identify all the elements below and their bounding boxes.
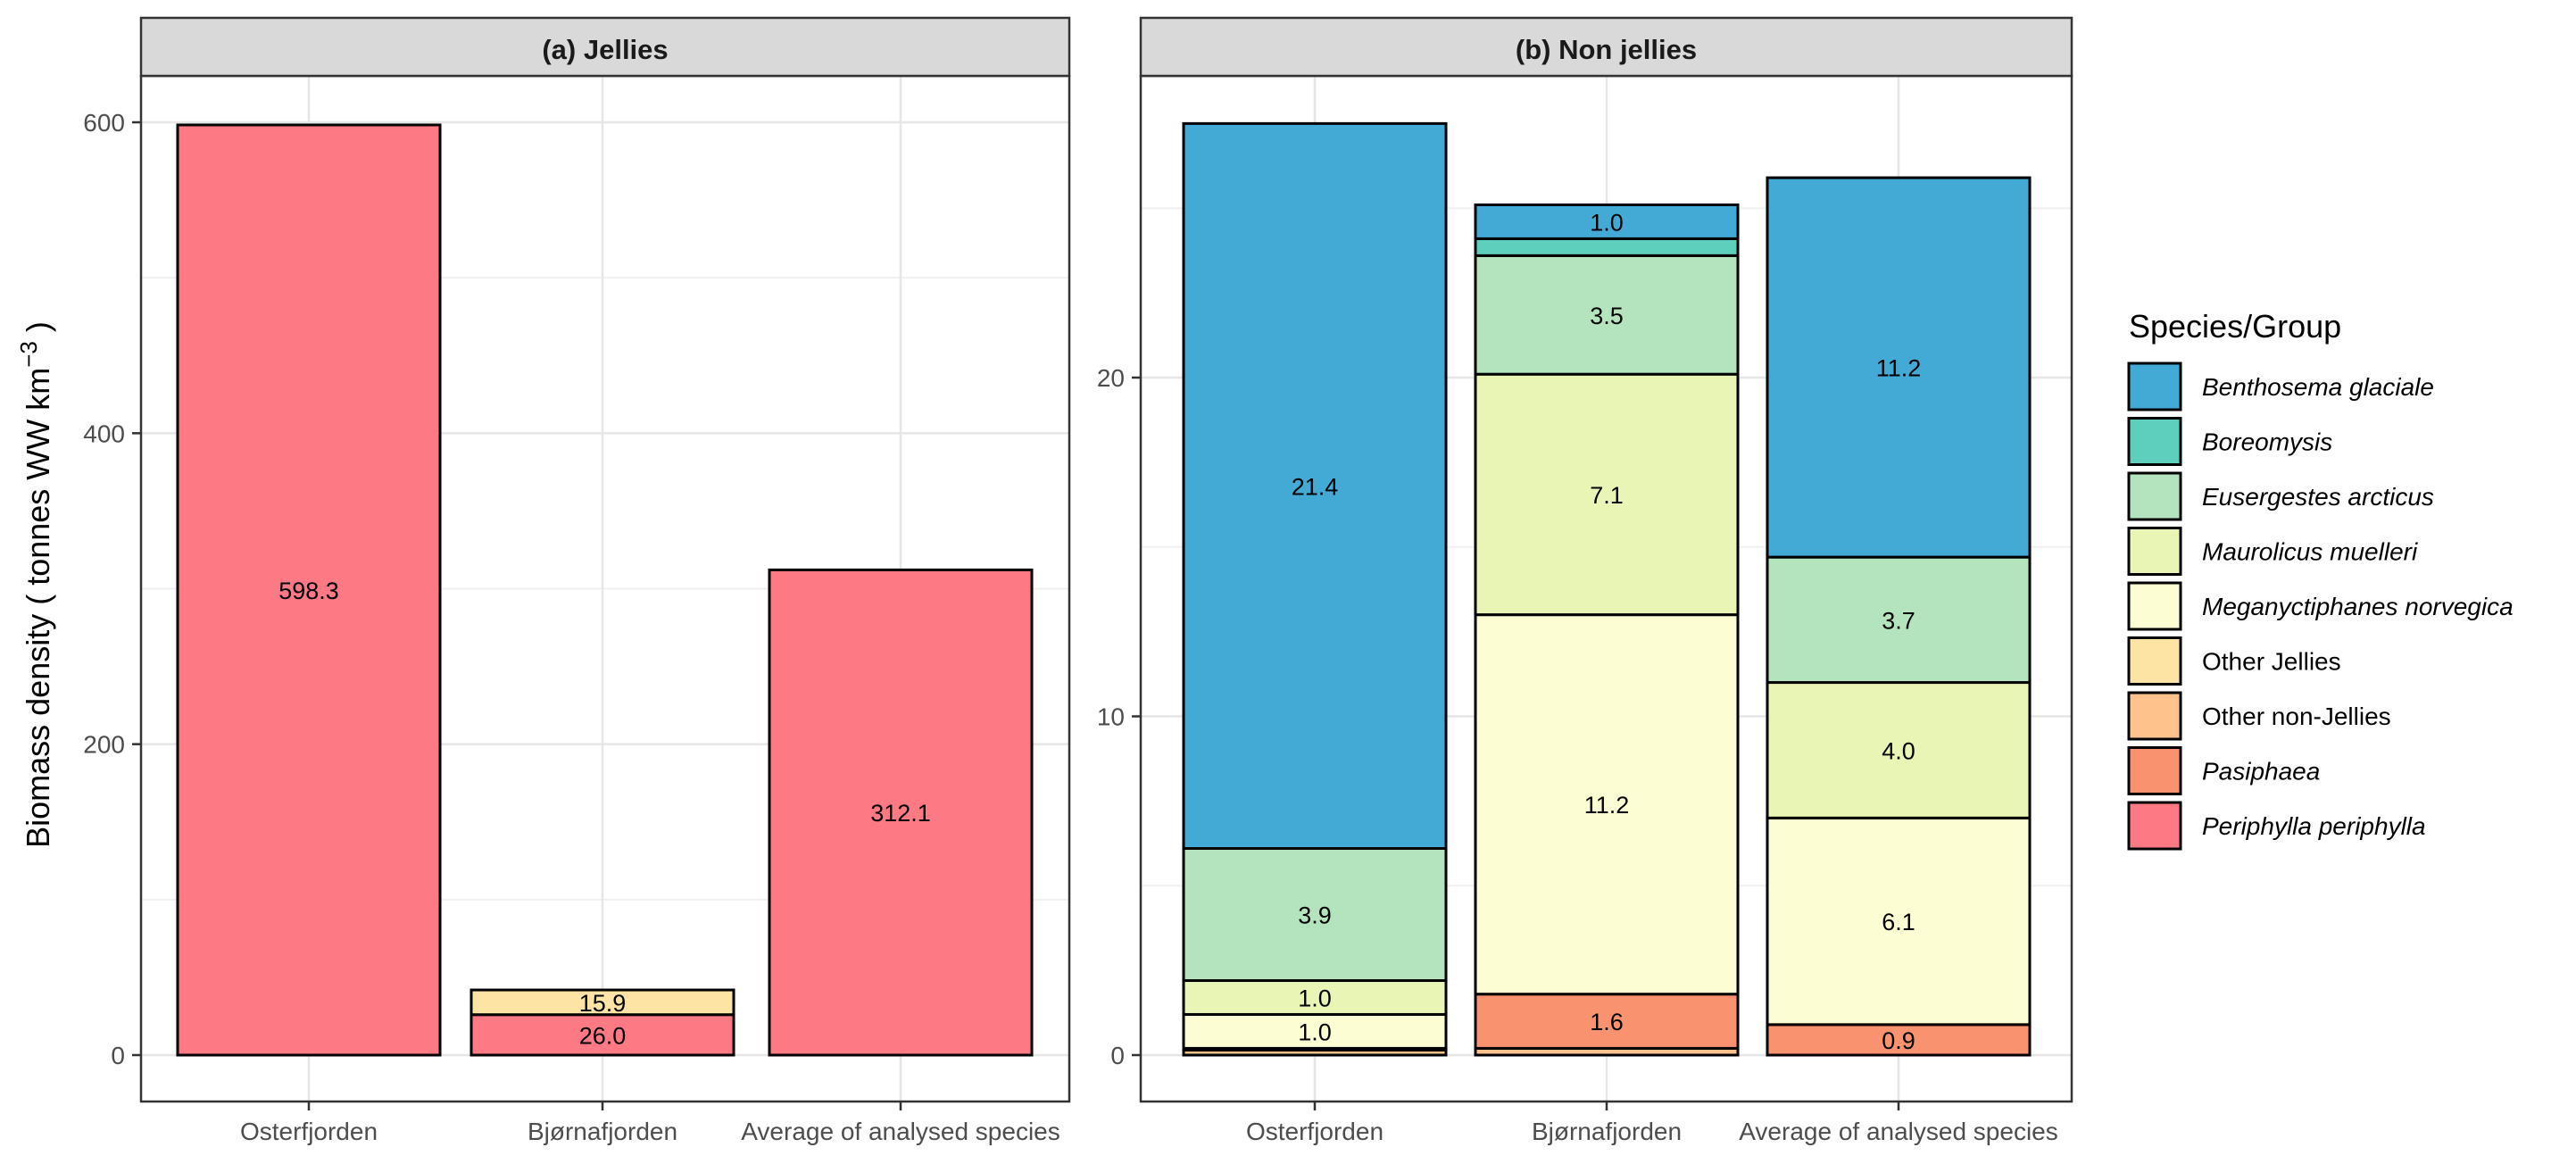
legend-label-boreomysis: Boreomysis <box>2202 428 2332 456</box>
legend-key-benthosema-glaciale <box>2127 362 2182 412</box>
bar-1-1-boreomysis <box>1474 237 1740 257</box>
panel-1-xtick-label-0: Osterfjorden <box>1246 1118 1384 1145</box>
bar-1-0-maurolicus-muelleri <box>1182 979 1448 1016</box>
y-axis-title-main: Biomass density ( tonnes WW km <box>20 368 56 848</box>
legend-key-periphylla-periphylla <box>2127 801 2182 851</box>
data-label-1-2-4: 3.7 <box>1882 607 1915 634</box>
bar-0-0-periphylla-periphylla <box>176 123 442 1057</box>
bar-1-0-benthosema-glaciale <box>1182 121 1448 851</box>
bar-1-1-benthosema-glaciale <box>1474 203 1740 240</box>
bar-1-0-eusergestes-arcticus <box>1182 847 1448 983</box>
bar-1-2-meganyctiphanes-norvegica <box>1766 816 2032 1027</box>
panel-0-title: (a) Jellies <box>542 34 668 65</box>
legend-label-maurolicus-muelleri: Maurolicus muelleri <box>2202 538 2418 566</box>
data-label-0-1-1: 15.9 <box>579 990 627 1017</box>
panel-1-strip <box>1139 16 2073 78</box>
legend-label-benthosema-glaciale: Benthosema glaciale <box>2202 373 2434 401</box>
data-label-0-1-0: 26.0 <box>579 1022 627 1049</box>
data-label-0-0-0: 598.3 <box>278 578 339 604</box>
data-label-1-1-1: 1.6 <box>1590 1009 1624 1035</box>
legend-label-eusergestes-arcticus: Eusergestes arcticus <box>2202 483 2434 511</box>
legend-key-eusergestes-arcticus <box>2127 471 2182 521</box>
legend-key-other-non-jellies <box>2127 691 2182 741</box>
y-axis-title: Biomass density ( tonnes WW km−3 ) <box>15 321 56 848</box>
panel-1-title: (b) Non jellies <box>1516 34 1697 65</box>
legend-key-maurolicus-muelleri <box>2127 527 2182 576</box>
panel-1-xtick-label-1: Bjørnafjorden <box>1532 1118 1682 1145</box>
bar-0-1-other-jellies <box>469 988 735 1017</box>
data-label-1-2-6: 11.2 <box>1876 355 1922 382</box>
legend-label-other-jellies: Other Jellies <box>2202 648 2341 676</box>
data-label-1-0-4: 3.9 <box>1298 902 1332 929</box>
bar-1-2-maurolicus-muelleri <box>1766 681 2032 819</box>
bar-0-2-periphylla-periphylla <box>768 568 1034 1057</box>
y-axis-title-superscript: −3 <box>15 341 42 368</box>
legend-key-other-jellies <box>2127 636 2182 686</box>
panel-1-ytick-label-1: 10 <box>1097 703 1125 731</box>
data-label-1-0-2: 1.0 <box>1298 1018 1332 1045</box>
legend-key-pasiphaea <box>2127 746 2182 795</box>
data-label-1-2-3: 4.0 <box>1882 737 1915 764</box>
bar-1-1-pasiphaea <box>1474 993 1740 1050</box>
data-label-1-0-6: 21.4 <box>1292 473 1339 500</box>
panel-0-strip <box>139 16 1071 78</box>
y-axis-title-close: ) <box>20 321 56 341</box>
bar-1-1-meganyctiphanes-norvegica <box>1474 613 1740 996</box>
data-label-0-2-0: 312.1 <box>870 800 931 827</box>
legend-label-other-non-jellies: Other non-Jellies <box>2202 703 2391 730</box>
data-label-1-2-2: 6.1 <box>1882 909 1915 935</box>
panel-0-ytick-label-2: 400 <box>83 420 125 447</box>
panel-1-ytick-label-0: 0 <box>1110 1042 1125 1069</box>
data-label-1-1-4: 3.5 <box>1590 303 1624 329</box>
legend-title: Species/Group <box>2129 308 2341 345</box>
panel-0-ytick-label-1: 200 <box>83 731 125 759</box>
bar-1-2-benthosema-glaciale <box>1766 176 2032 559</box>
panel-0-xtick-label-0: Osterfjorden <box>240 1118 378 1145</box>
panel-0-xtick-label-1: Bjørnafjorden <box>528 1118 677 1145</box>
legend-label-meganyctiphanes-norvegica: Meganyctiphanes norvegica <box>2202 593 2514 620</box>
data-label-1-1-2: 11.2 <box>1584 792 1630 819</box>
panel-1-xtick-label-2: Average of analysed species <box>1739 1118 2058 1145</box>
panel-0-ytick-label-0: 0 <box>111 1042 125 1069</box>
data-label-1-1-6: 1.0 <box>1590 209 1624 236</box>
panel-0-ytick-label-3: 600 <box>83 109 125 137</box>
bar-1-1-maurolicus-muelleri <box>1474 372 1740 617</box>
bar-1-0-meganyctiphanes-norvegica <box>1182 1012 1448 1050</box>
data-label-1-1-3: 7.1 <box>1590 482 1624 509</box>
legend-label-periphylla-periphylla: Periphylla periphylla <box>2202 812 2426 840</box>
legend-key-boreomysis <box>2127 417 2182 466</box>
bar-1-2-eusergestes-arcticus <box>1766 555 2032 685</box>
data-label-1-2-1: 0.9 <box>1882 1027 1915 1054</box>
panel-0-xtick-label-2: Average of analysed species <box>741 1118 1060 1145</box>
bar-1-1-eusergestes-arcticus <box>1474 254 1740 376</box>
legend-label-pasiphaea: Pasiphaea <box>2202 758 2320 786</box>
data-label-1-0-3: 1.0 <box>1298 985 1332 1011</box>
panel-1-ytick-label-2: 20 <box>1097 364 1125 392</box>
legend-key-meganyctiphanes-norvegica <box>2127 581 2182 631</box>
